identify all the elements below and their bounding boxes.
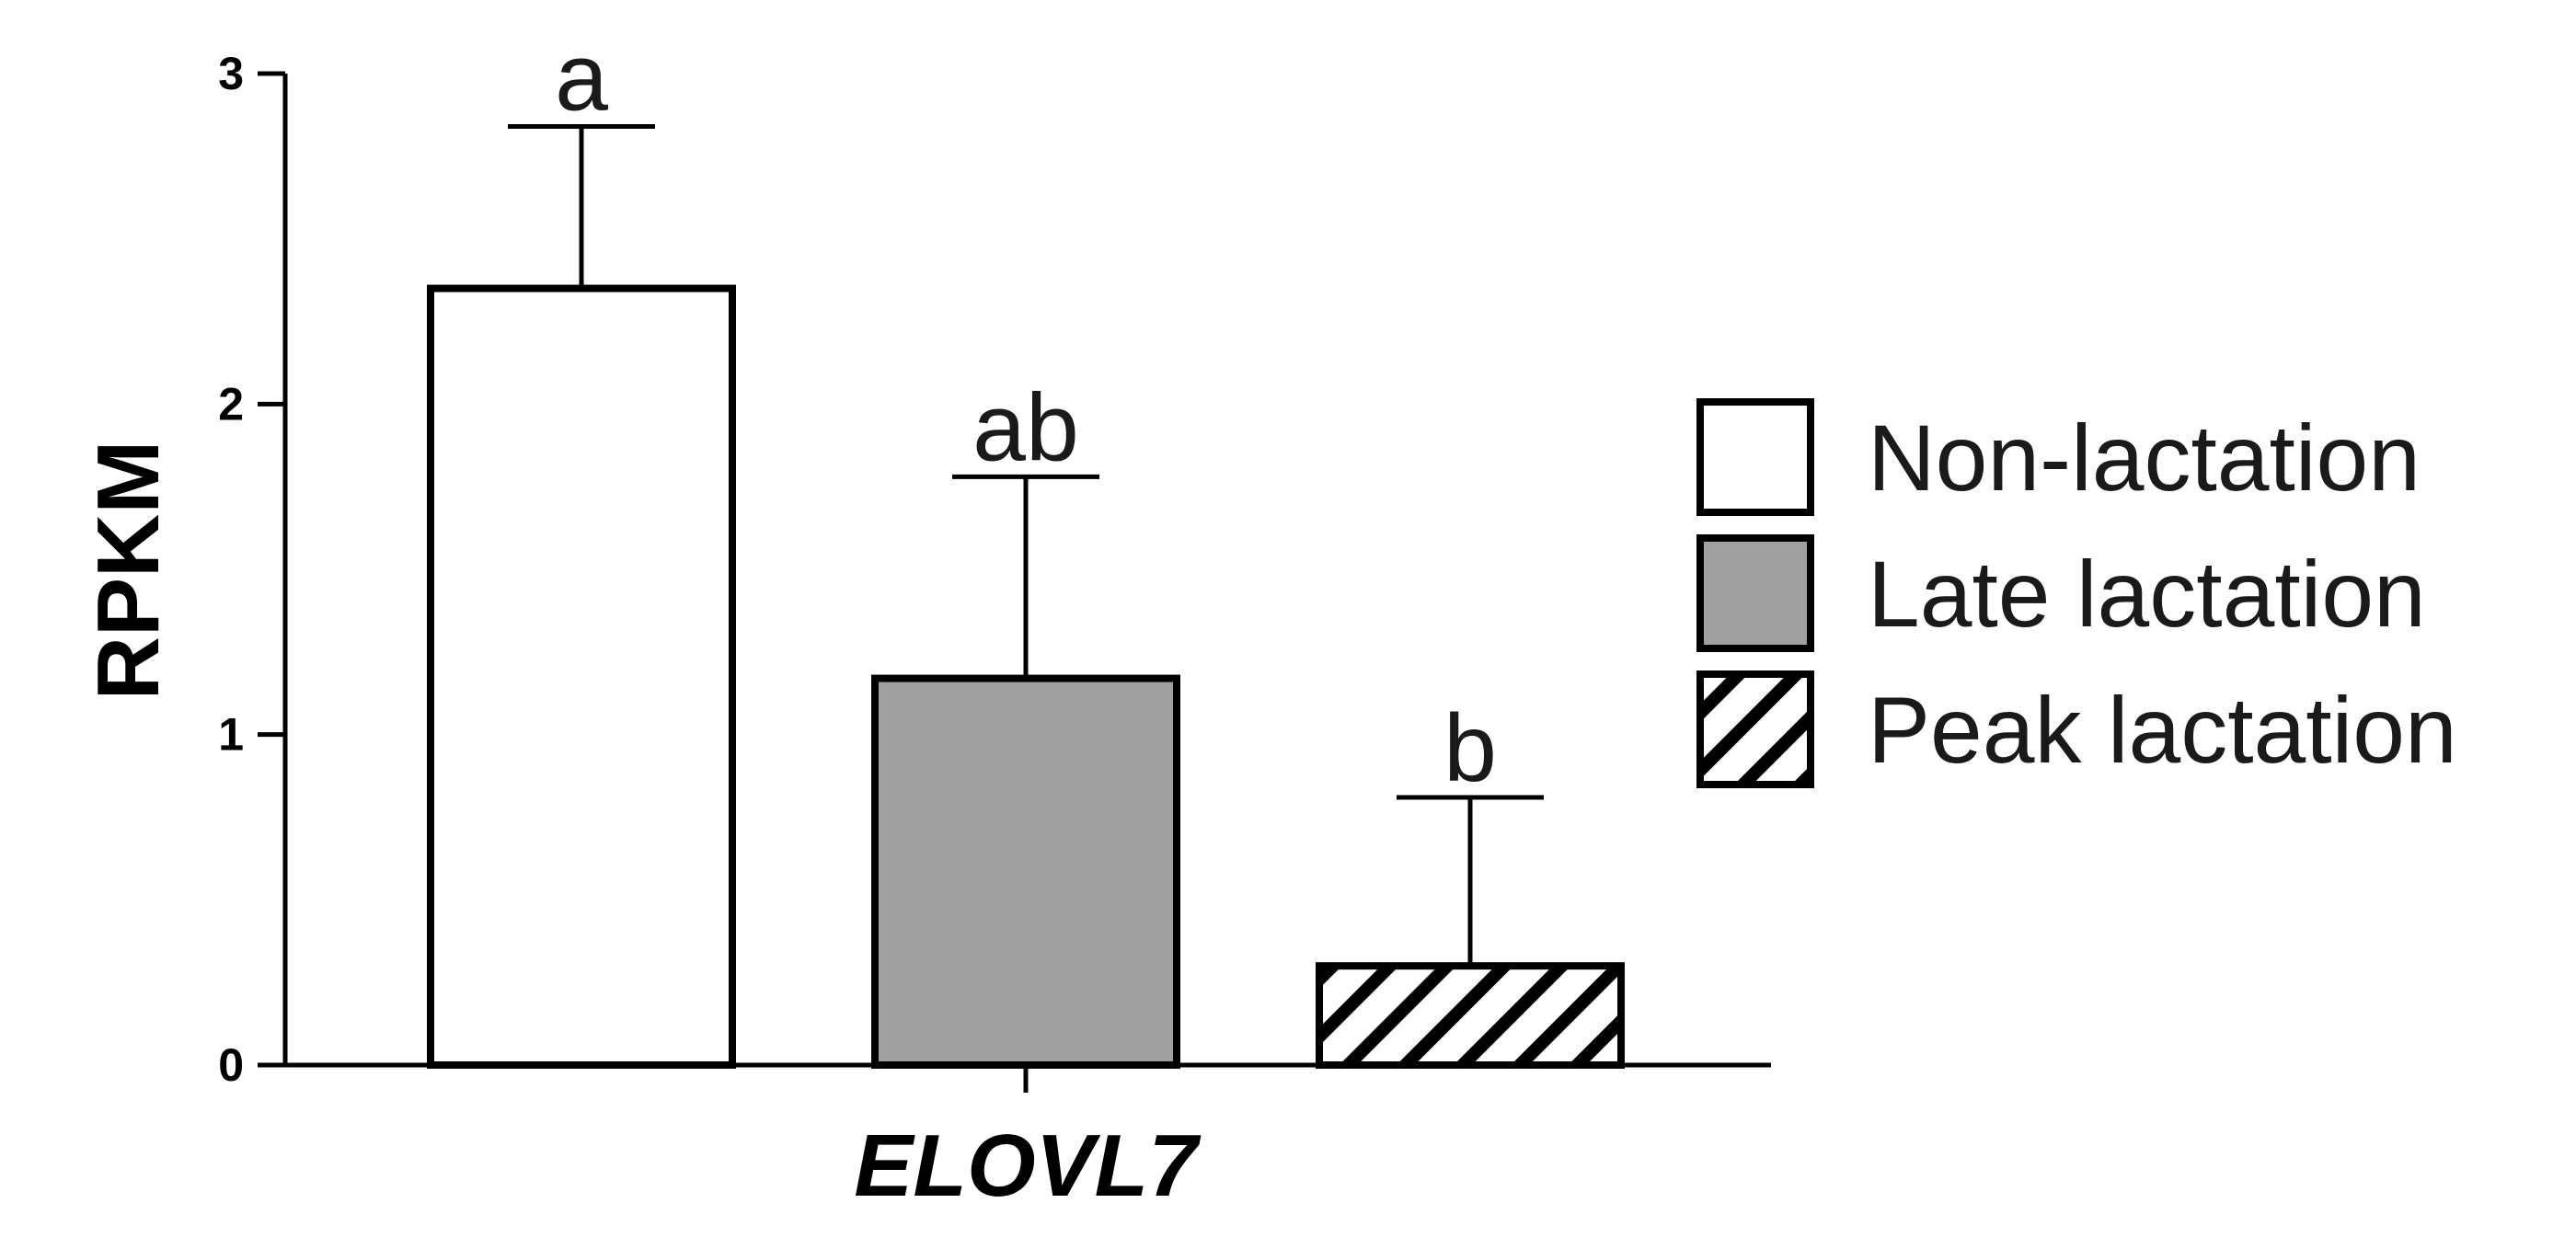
bar-1	[871, 674, 1180, 1070]
x-tick-label: ELOVL7	[854, 1117, 1202, 1215]
y-tick-label: 1	[218, 709, 244, 761]
legend-swatch-1	[1696, 534, 1814, 652]
y-tick-label: 3	[218, 48, 244, 99]
y-tick-label: 2	[218, 378, 244, 430]
significance-label-2: b	[1443, 695, 1497, 802]
legend-swatch-2	[1696, 670, 1814, 788]
legend-label-1: Late lactation	[1868, 542, 2426, 647]
bar-0	[427, 284, 736, 1070]
legend-label-2: Peak lactation	[1868, 678, 2457, 783]
bars: a ab b	[427, 24, 1625, 1070]
significance-label-1: ab	[972, 374, 1079, 481]
bar-2	[1316, 962, 1625, 1069]
legend-label-0: Non-lactation	[1868, 406, 2421, 510]
legend: Non-lactation Late lactation Peak lactatio…	[1696, 398, 2457, 788]
legend-swatch-0	[1696, 398, 1814, 516]
y-tick-label: 0	[218, 1039, 244, 1091]
axes: 0 1 2 3 RPKM ELOVL7	[79, 48, 1771, 1215]
significance-label-0: a	[555, 24, 608, 131]
y-axis-label: RPKM	[79, 441, 178, 701]
